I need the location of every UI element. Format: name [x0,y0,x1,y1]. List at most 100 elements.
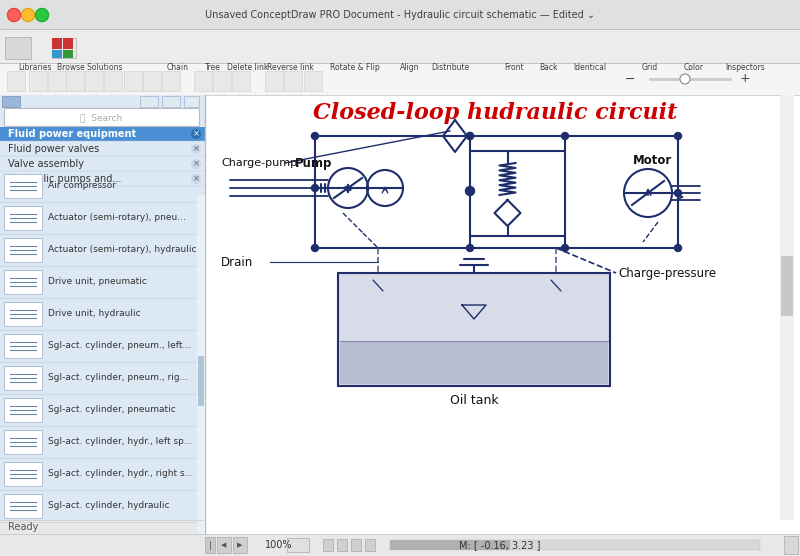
Text: Actuator (semi-rotary), hydraulic: Actuator (semi-rotary), hydraulic [48,246,197,255]
Bar [323,539,333,551]
Text: Distribute: Distribute [431,62,469,72]
Bar [0,458,205,490]
Bar [66,71,84,91]
Text: M: [ -0.16, 3.23 ]: M: [ -0.16, 3.23 ] [459,540,541,550]
Text: Hydraulic pumps and...: Hydraulic pumps and... [8,174,122,184]
Text: Sgl-act. cylinder, hydr., right s...: Sgl-act. cylinder, hydr., right s... [48,469,194,479]
Circle shape [7,8,21,22]
Text: Unsaved ConceptDraw PRO Document - Hydraulic circuit schematic — Edited ⌄: Unsaved ConceptDraw PRO Document - Hydra… [205,10,595,20]
Text: Identical: Identical [574,62,606,72]
Circle shape [311,132,318,140]
Bar [0,0,800,29]
Text: Back: Back [538,62,558,72]
Text: Rotate & Flip: Rotate & Flip [330,62,380,72]
Bar [198,356,204,406]
Bar [63,50,73,58]
Bar [162,96,180,107]
Text: −: − [625,72,635,86]
Text: Drive unit, pneumatic: Drive unit, pneumatic [48,277,147,286]
Bar [162,71,180,91]
Text: Align: Align [400,62,420,72]
Bar [0,234,205,266]
Text: Grid: Grid [642,62,658,72]
Text: Color: Color [684,62,704,72]
Bar [338,273,610,386]
Circle shape [22,8,34,22]
Text: Libraries: Libraries [18,62,52,72]
Text: Pump: Pump [295,156,332,170]
Bar [205,95,800,534]
Text: Sgl-act. cylinder, pneum., rig...: Sgl-act. cylinder, pneum., rig... [48,374,188,383]
Text: Valve assembly: Valve assembly [8,159,84,169]
Bar [4,494,42,518]
Bar [365,539,375,551]
Bar [284,71,302,91]
Bar [0,157,205,171]
Text: +: + [740,72,750,86]
Bar [780,95,794,520]
Bar [4,462,42,486]
Text: ◀: ◀ [222,542,226,548]
Text: Front: Front [504,62,524,72]
Circle shape [311,245,318,251]
Bar [4,206,42,230]
Text: Drain: Drain [221,256,254,269]
Bar [124,71,142,91]
Bar [351,539,361,551]
Bar [29,71,47,91]
Bar [0,330,205,362]
Bar [287,538,309,552]
Bar [0,298,205,330]
Circle shape [466,132,474,140]
Bar [784,536,798,554]
Text: Chain: Chain [167,62,189,72]
Bar [4,430,42,454]
Bar [0,394,205,426]
FancyBboxPatch shape [5,108,199,127]
Text: Browse Solutions: Browse Solutions [58,62,122,72]
Bar [143,71,161,91]
Bar [340,341,608,384]
Text: Closed-loop hudraulic circuit: Closed-loop hudraulic circuit [313,102,677,124]
Bar [52,38,76,58]
Bar [0,63,800,95]
Circle shape [191,129,201,139]
Circle shape [191,159,201,169]
Text: Inspectors: Inspectors [725,62,765,72]
Bar [0,95,205,534]
Circle shape [191,144,201,154]
Bar [0,95,205,109]
Bar [0,490,205,522]
Text: ×: × [193,145,199,153]
Bar [4,302,42,326]
Circle shape [35,8,49,22]
Text: |: | [209,540,211,549]
Circle shape [562,245,569,251]
Bar [4,366,42,390]
Bar [0,202,205,234]
Bar [0,170,205,202]
Text: Actuator (semi-rotary), pneu...: Actuator (semi-rotary), pneu... [48,214,186,222]
Text: Delete link: Delete link [227,62,269,72]
Bar [0,142,205,156]
Text: ×: × [193,130,199,138]
Bar [0,29,800,63]
Text: Sgl-act. cylinder, hydr., left sp...: Sgl-act. cylinder, hydr., left sp... [48,438,193,446]
Text: Oil tank: Oil tank [450,394,498,406]
Circle shape [674,190,682,196]
Text: Drive unit, hydraulic: Drive unit, hydraulic [48,310,141,319]
Text: 🔍  Search: 🔍 Search [80,113,122,122]
Bar [4,398,42,422]
Bar [233,537,247,553]
Text: ×: × [193,160,199,168]
Bar [337,539,347,551]
Bar [0,534,800,556]
Bar [197,195,205,534]
Circle shape [562,132,569,140]
Bar [390,540,760,550]
Text: Charge-pump: Charge-pump [221,158,297,168]
Bar [194,71,212,91]
Text: ▶: ▶ [238,542,242,548]
Text: Fluid power valves: Fluid power valves [8,144,99,154]
Circle shape [191,174,201,184]
